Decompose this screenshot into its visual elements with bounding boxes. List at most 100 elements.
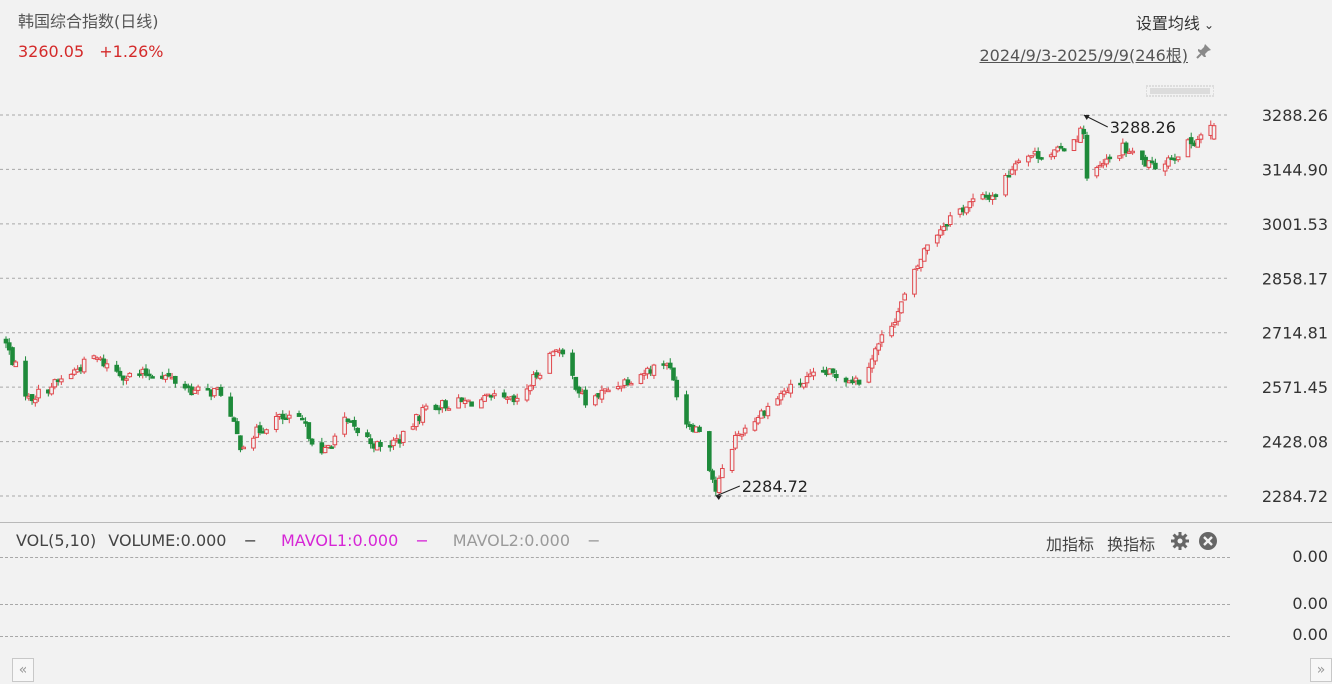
candle — [49, 382, 54, 396]
candle — [1071, 139, 1077, 152]
candle — [570, 349, 575, 380]
candle — [742, 424, 748, 436]
scroll-right-button[interactable]: » — [1310, 658, 1332, 682]
candle — [1009, 165, 1015, 176]
candle — [671, 367, 676, 381]
mavol2-value: MAVOL2:0.000 − — [452, 531, 601, 550]
switch-indicator-button[interactable]: 换指标 — [1107, 535, 1156, 554]
scroll-left-button[interactable]: « — [12, 658, 34, 682]
candle-body — [537, 374, 543, 379]
candle-body — [1149, 160, 1155, 164]
ma-setting-dropdown[interactable]: 设置均线 ⌄ — [1136, 10, 1214, 34]
candle — [1055, 145, 1061, 153]
candle-body — [667, 362, 673, 369]
candle — [716, 475, 722, 495]
price-gridlines — [0, 114, 1230, 497]
candle — [36, 384, 41, 402]
candle — [1052, 149, 1057, 160]
candle-body — [524, 388, 530, 401]
candle — [1081, 125, 1087, 140]
candle — [1185, 138, 1191, 158]
candle — [527, 384, 533, 395]
candle-body — [739, 433, 745, 437]
candle — [788, 379, 794, 398]
candle-body — [228, 396, 233, 417]
volume-axis-label: 0.00 — [1292, 547, 1328, 566]
date-range-link[interactable]: 2024/9/3-2025/9/9(246根) — [979, 46, 1188, 65]
candle — [1149, 156, 1155, 165]
add-indicator-button[interactable]: 加指标 — [1046, 535, 1095, 554]
candle — [485, 393, 491, 397]
candle-body — [3, 338, 9, 344]
candle-body — [251, 437, 256, 449]
candle — [212, 387, 217, 398]
candle-body — [1058, 145, 1064, 149]
candle — [3, 336, 9, 349]
candle — [433, 403, 439, 411]
chevron-down-icon: ⌄ — [1203, 18, 1214, 32]
candle-body — [599, 389, 605, 400]
candle-body — [941, 226, 947, 231]
candle-body — [879, 334, 885, 343]
candle — [1003, 173, 1008, 198]
candle — [775, 396, 780, 406]
candle-body — [938, 229, 943, 236]
candle — [466, 399, 471, 403]
candle-body — [1107, 156, 1113, 160]
annotation-arrow — [715, 485, 741, 497]
y-tick-label: 3288.26 — [1262, 106, 1328, 125]
candle-body — [466, 399, 471, 403]
candle — [560, 348, 566, 358]
candle — [446, 406, 452, 411]
candle-body — [902, 293, 907, 301]
candle — [163, 374, 168, 383]
candle-body — [300, 417, 305, 421]
candle-body — [710, 470, 715, 480]
candle — [938, 225, 943, 239]
candle-body — [1130, 150, 1135, 154]
candle-body — [514, 397, 520, 402]
candle — [739, 433, 745, 441]
candle — [257, 421, 263, 436]
pin-icon[interactable] — [1194, 41, 1214, 61]
candle — [912, 268, 917, 298]
candle — [550, 350, 556, 357]
candle — [300, 415, 305, 421]
gear-icon[interactable] — [1170, 531, 1190, 551]
candle — [755, 414, 761, 426]
candle — [853, 375, 859, 386]
candle — [733, 431, 738, 451]
y-tick-label: 2858.17 — [1262, 269, 1328, 288]
candle — [674, 376, 680, 401]
candle-body — [684, 394, 689, 425]
candle-body — [420, 406, 426, 423]
candle-body — [433, 404, 439, 411]
close-icon[interactable] — [1198, 531, 1218, 551]
candle — [387, 440, 393, 452]
candle-body — [391, 439, 396, 447]
candle — [1123, 141, 1129, 158]
candle — [876, 342, 881, 356]
candle-body — [91, 355, 97, 359]
candle — [1078, 126, 1083, 143]
candle — [231, 416, 237, 422]
candle-body — [238, 435, 243, 451]
candle-body — [853, 377, 859, 382]
candle-body — [355, 427, 360, 434]
candle — [833, 370, 839, 382]
candle-body — [1009, 169, 1015, 175]
candle — [127, 372, 133, 378]
y-tick-label: 2714.81 — [1262, 324, 1328, 343]
candle-body — [755, 416, 761, 424]
candle-body — [257, 425, 263, 434]
candle-body — [68, 373, 74, 380]
candle — [228, 392, 233, 417]
candle — [1013, 160, 1018, 176]
y-tick-label: 3144.90 — [1262, 160, 1328, 179]
extreme-annotation: 3288.26 — [1083, 114, 1176, 137]
candle-body — [895, 311, 901, 322]
candle-body — [1084, 134, 1090, 179]
candle — [488, 394, 494, 401]
candle-body — [283, 417, 289, 421]
candle-body — [843, 377, 849, 383]
